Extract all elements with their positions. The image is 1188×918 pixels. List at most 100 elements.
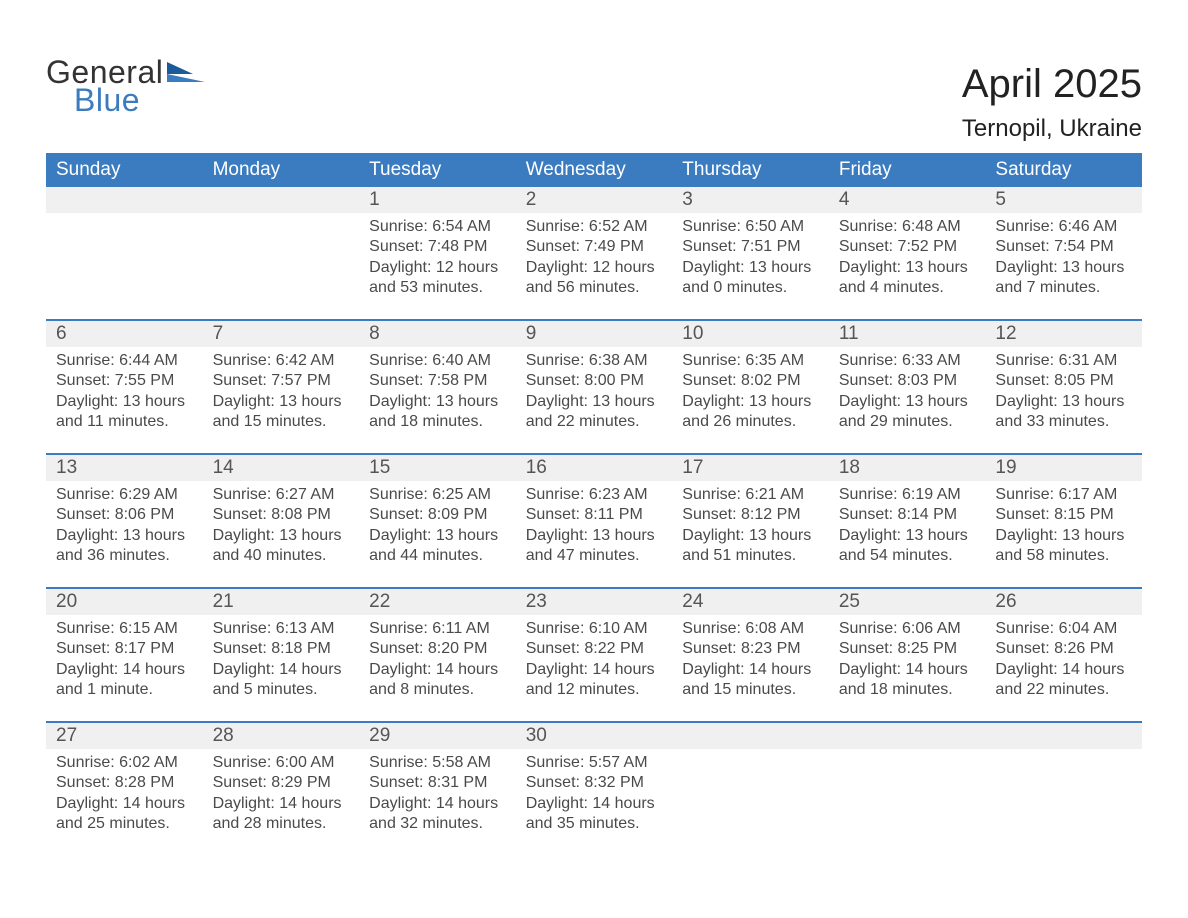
day-daylight1: Daylight: 14 hours [369,794,506,814]
day-number: 22 [359,589,516,615]
day-daylight1: Daylight: 14 hours [56,660,193,680]
day-sunrise: Sunrise: 6:00 AM [213,753,350,773]
daynum-row: 20212223242526 [46,589,1142,615]
day-number: 9 [516,321,673,347]
day-content: Sunrise: 6:33 AMSunset: 8:03 PMDaylight:… [829,347,986,453]
day-sunrise: Sunrise: 6:46 AM [995,217,1132,237]
brand-text: General Blue [46,56,163,116]
day-sunset: Sunset: 8:31 PM [369,773,506,793]
day-number: 27 [46,723,203,749]
day-daylight1: Daylight: 13 hours [213,526,350,546]
day-daylight2: and 36 minutes. [56,546,193,566]
day-content: Sunrise: 5:57 AMSunset: 8:32 PMDaylight:… [516,749,673,855]
day-daylight1: Daylight: 13 hours [526,392,663,412]
col-wednesday: Wednesday [516,153,673,187]
day-sunrise: Sunrise: 5:57 AM [526,753,663,773]
calendar-week: 6789101112Sunrise: 6:44 AMSunset: 7:55 P… [46,319,1142,453]
day-sunrise: Sunrise: 6:23 AM [526,485,663,505]
day-content: Sunrise: 6:08 AMSunset: 8:23 PMDaylight:… [672,615,829,721]
content-row: Sunrise: 6:02 AMSunset: 8:28 PMDaylight:… [46,749,1142,855]
day-sunrise: Sunrise: 6:33 AM [839,351,976,371]
day-sunrise: Sunrise: 6:44 AM [56,351,193,371]
day-daylight2: and 56 minutes. [526,278,663,298]
day-daylight1: Daylight: 13 hours [995,258,1132,278]
day-sunrise: Sunrise: 6:50 AM [682,217,819,237]
weeks-container: 12345Sunrise: 6:54 AMSunset: 7:48 PMDayl… [46,187,1142,855]
content-row: Sunrise: 6:44 AMSunset: 7:55 PMDaylight:… [46,347,1142,453]
day-content: Sunrise: 6:23 AMSunset: 8:11 PMDaylight:… [516,481,673,587]
day-content: Sunrise: 6:19 AMSunset: 8:14 PMDaylight:… [829,481,986,587]
day-content [672,749,829,855]
day-content: Sunrise: 6:00 AMSunset: 8:29 PMDaylight:… [203,749,360,855]
day-number: 16 [516,455,673,481]
day-sunset: Sunset: 8:08 PM [213,505,350,525]
day-daylight1: Daylight: 13 hours [369,526,506,546]
content-row: Sunrise: 6:29 AMSunset: 8:06 PMDaylight:… [46,481,1142,587]
day-sunset: Sunset: 8:09 PM [369,505,506,525]
day-daylight2: and 1 minute. [56,680,193,700]
day-sunset: Sunset: 8:25 PM [839,639,976,659]
day-number: 30 [516,723,673,749]
calendar-week: 27282930Sunrise: 6:02 AMSunset: 8:28 PMD… [46,721,1142,855]
day-number: 7 [203,321,360,347]
day-daylight1: Daylight: 13 hours [369,392,506,412]
day-content: Sunrise: 6:04 AMSunset: 8:26 PMDaylight:… [985,615,1142,721]
day-sunset: Sunset: 8:23 PM [682,639,819,659]
day-daylight2: and 54 minutes. [839,546,976,566]
day-daylight2: and 25 minutes. [56,814,193,834]
day-number: 18 [829,455,986,481]
day-sunrise: Sunrise: 6:21 AM [682,485,819,505]
day-content: Sunrise: 6:10 AMSunset: 8:22 PMDaylight:… [516,615,673,721]
day-sunrise: Sunrise: 6:10 AM [526,619,663,639]
day-sunrise: Sunrise: 6:15 AM [56,619,193,639]
day-daylight2: and 5 minutes. [213,680,350,700]
calendar: Sunday Monday Tuesday Wednesday Thursday… [46,153,1142,855]
calendar-week: 12345Sunrise: 6:54 AMSunset: 7:48 PMDayl… [46,187,1142,319]
day-sunset: Sunset: 7:49 PM [526,237,663,257]
day-number: 8 [359,321,516,347]
day-daylight2: and 4 minutes. [839,278,976,298]
brand-logo: General Blue [46,56,205,116]
day-content: Sunrise: 6:40 AMSunset: 7:58 PMDaylight:… [359,347,516,453]
day-sunrise: Sunrise: 6:13 AM [213,619,350,639]
day-sunset: Sunset: 8:11 PM [526,505,663,525]
day-content: Sunrise: 5:58 AMSunset: 8:31 PMDaylight:… [359,749,516,855]
day-sunrise: Sunrise: 6:54 AM [369,217,506,237]
day-sunset: Sunset: 7:52 PM [839,237,976,257]
day-daylight1: Daylight: 13 hours [526,526,663,546]
day-daylight2: and 28 minutes. [213,814,350,834]
day-daylight2: and 44 minutes. [369,546,506,566]
brand-mark-icon [167,56,205,82]
day-content: Sunrise: 6:25 AMSunset: 8:09 PMDaylight:… [359,481,516,587]
day-daylight2: and 15 minutes. [213,412,350,432]
day-content: Sunrise: 6:44 AMSunset: 7:55 PMDaylight:… [46,347,203,453]
day-daylight2: and 26 minutes. [682,412,819,432]
day-sunset: Sunset: 8:12 PM [682,505,819,525]
day-daylight2: and 53 minutes. [369,278,506,298]
day-number: 20 [46,589,203,615]
day-content: Sunrise: 6:35 AMSunset: 8:02 PMDaylight:… [672,347,829,453]
day-sunset: Sunset: 7:57 PM [213,371,350,391]
day-sunset: Sunset: 8:32 PM [526,773,663,793]
day-daylight2: and 35 minutes. [526,814,663,834]
day-daylight2: and 18 minutes. [369,412,506,432]
day-number: 4 [829,187,986,213]
day-content: Sunrise: 6:21 AMSunset: 8:12 PMDaylight:… [672,481,829,587]
day-sunrise: Sunrise: 6:31 AM [995,351,1132,371]
day-daylight2: and 32 minutes. [369,814,506,834]
day-number: 25 [829,589,986,615]
day-sunset: Sunset: 8:14 PM [839,505,976,525]
day-content [985,749,1142,855]
day-sunrise: Sunrise: 6:29 AM [56,485,193,505]
day-number: 6 [46,321,203,347]
day-content: Sunrise: 6:02 AMSunset: 8:28 PMDaylight:… [46,749,203,855]
day-daylight2: and 33 minutes. [995,412,1132,432]
day-daylight1: Daylight: 13 hours [839,258,976,278]
day-number: 13 [46,455,203,481]
day-sunrise: Sunrise: 5:58 AM [369,753,506,773]
daynum-row: 27282930 [46,723,1142,749]
day-content: Sunrise: 6:52 AMSunset: 7:49 PMDaylight:… [516,213,673,319]
day-daylight1: Daylight: 13 hours [56,526,193,546]
month-title: April 2025 [962,62,1142,107]
day-sunset: Sunset: 8:02 PM [682,371,819,391]
